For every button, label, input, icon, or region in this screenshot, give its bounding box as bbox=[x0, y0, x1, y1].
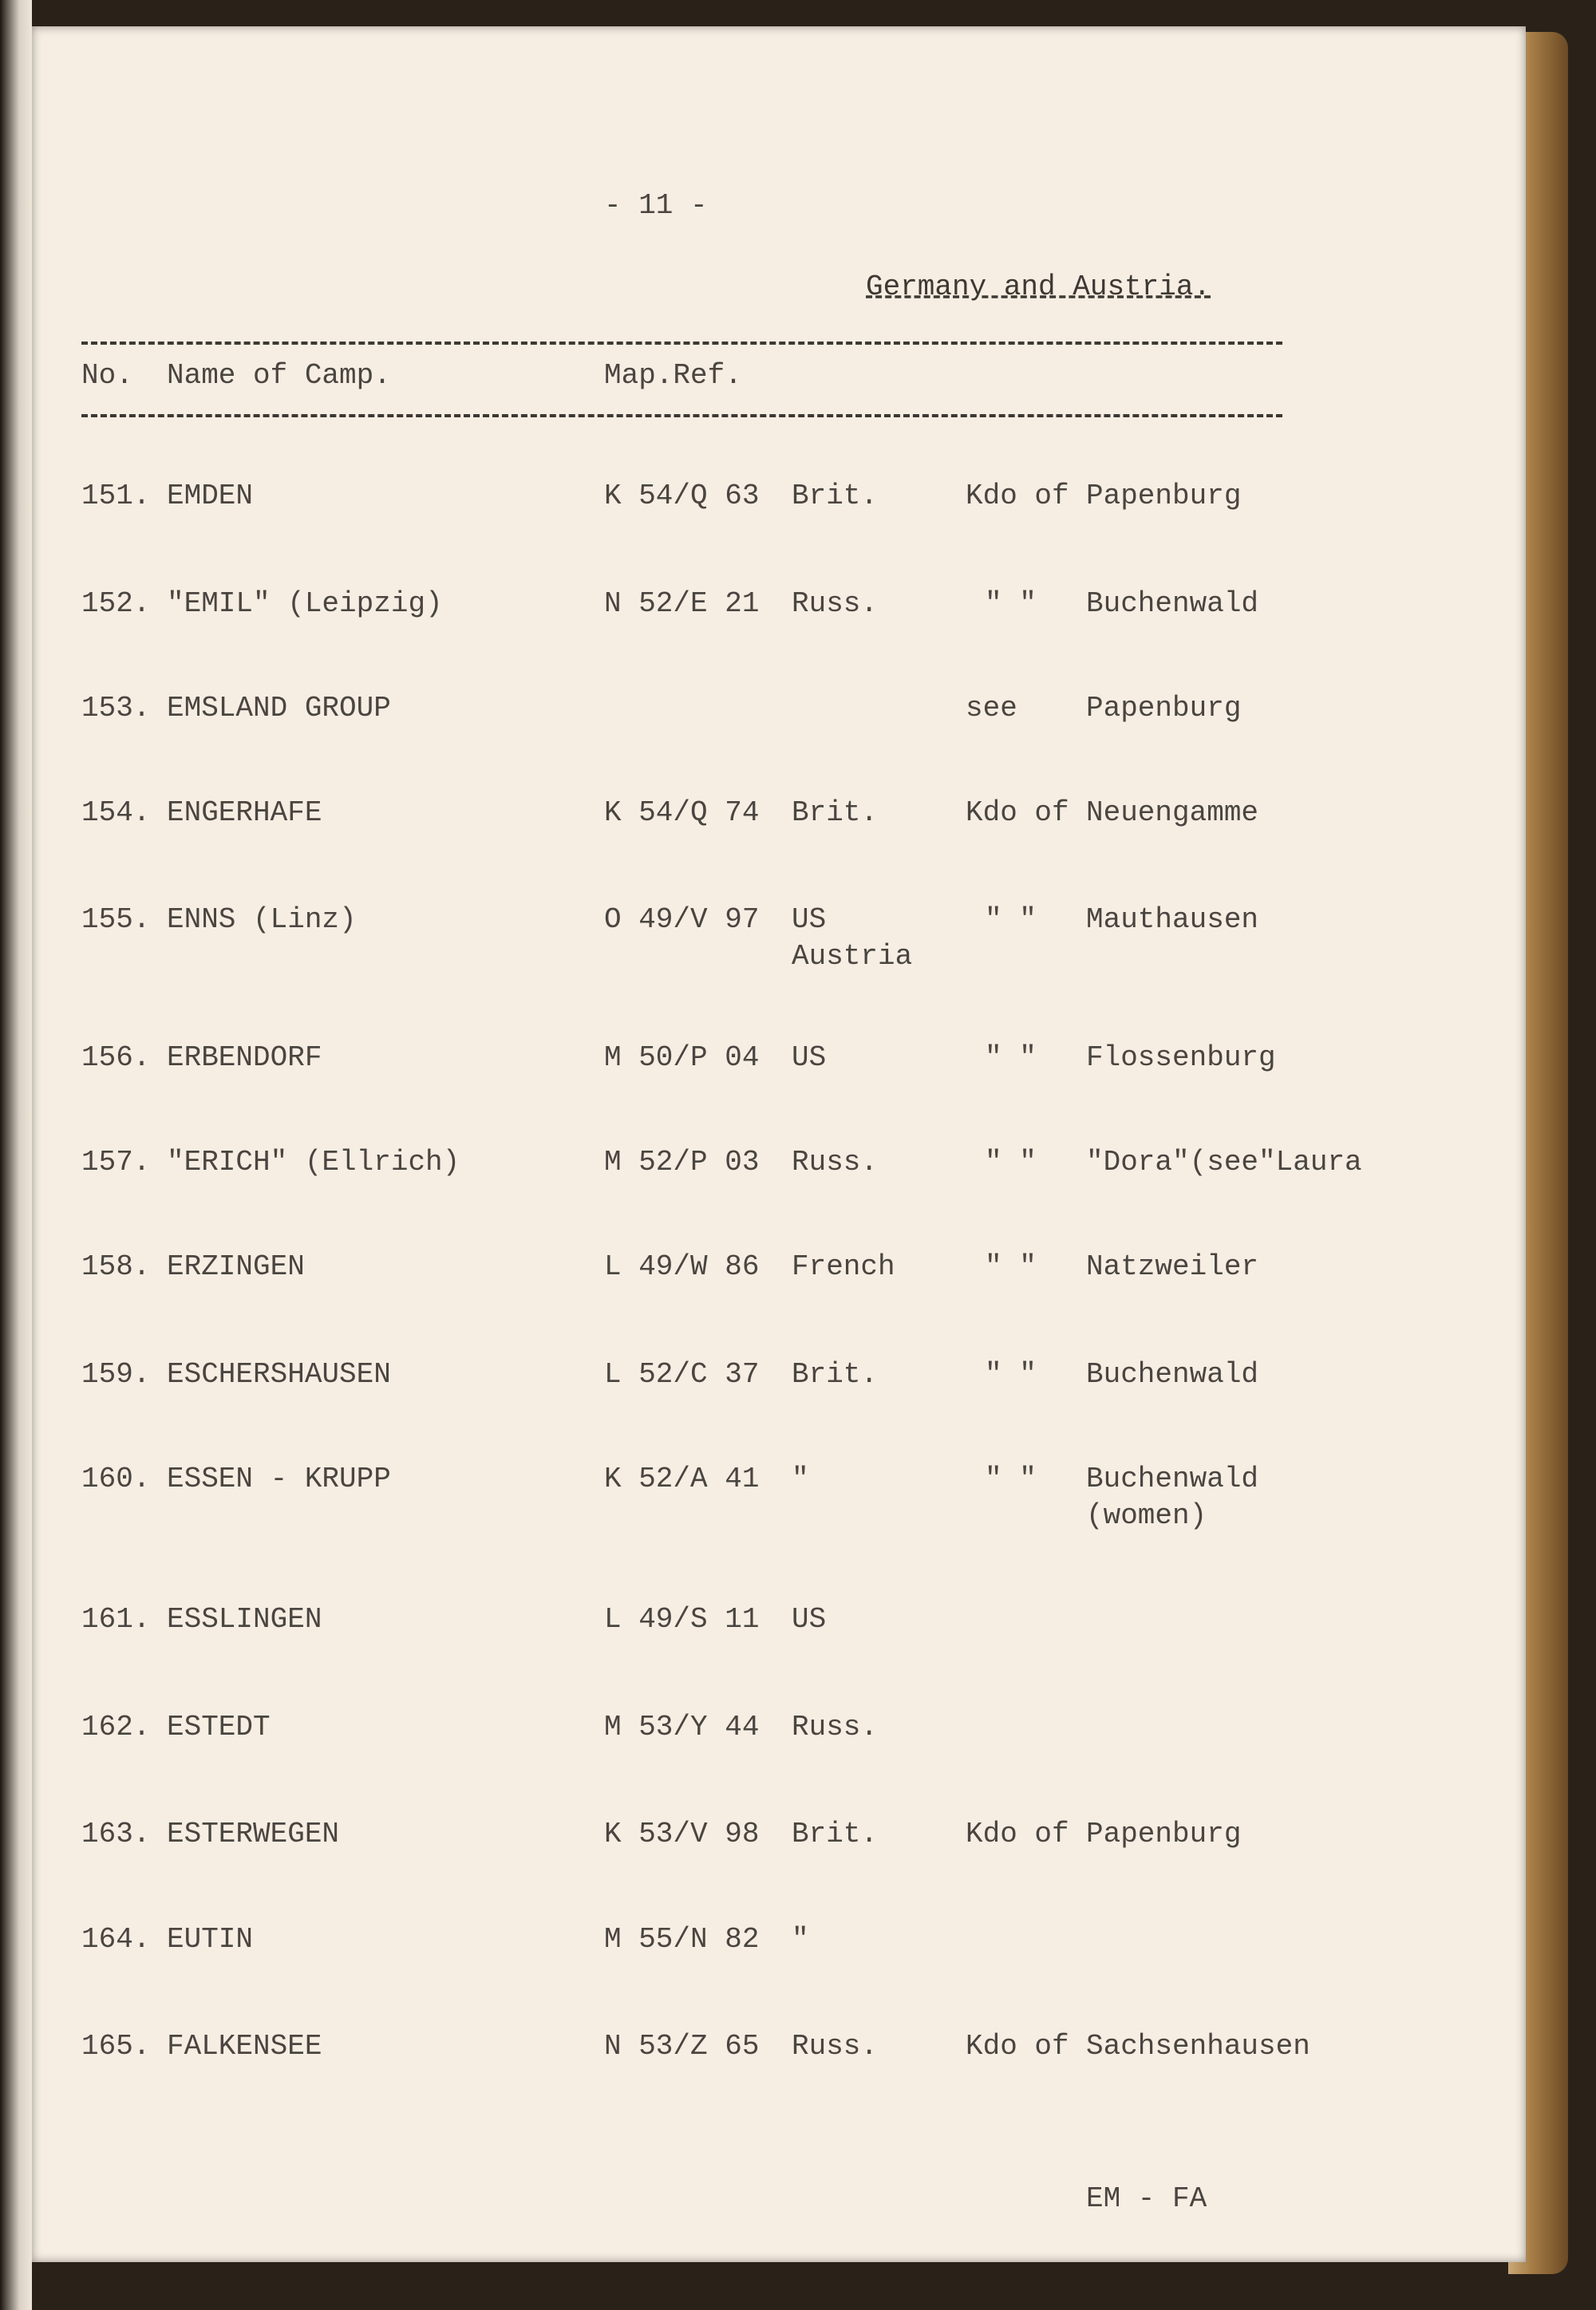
cell-no: 153. bbox=[81, 692, 151, 725]
cell-no: 164. bbox=[81, 1923, 151, 1956]
cell-no: 155. bbox=[81, 903, 151, 936]
cell-target: "Dora"(see"Laura bbox=[1086, 1146, 1362, 1179]
cell-map-ref: M 53/Y 44 bbox=[604, 1711, 760, 1743]
cell-no: 152. bbox=[81, 587, 151, 620]
cell-map-ref: M 50/P 04 bbox=[604, 1041, 760, 1074]
cell-zone: Russ. bbox=[792, 1146, 879, 1179]
divider bbox=[81, 342, 1282, 345]
cell-relation: see bbox=[966, 692, 1017, 725]
cell-name: EMSLAND GROUP bbox=[167, 692, 391, 725]
cell-target: Buchenwald bbox=[1086, 587, 1259, 620]
cell-no: 162. bbox=[81, 1711, 151, 1743]
cell-no: 156. bbox=[81, 1041, 151, 1074]
cell-zone: Russ. bbox=[792, 2030, 879, 2063]
divider bbox=[81, 414, 1282, 417]
cell-target: Buchenwald bbox=[1086, 1358, 1259, 1391]
cell-map-ref: L 52/C 37 bbox=[604, 1358, 760, 1391]
cell-no: 160. bbox=[81, 1463, 151, 1495]
cell-relation: " " bbox=[985, 1146, 1037, 1179]
page-number: - 11 - bbox=[604, 189, 708, 222]
cell-zone: Brit. bbox=[792, 1818, 879, 1850]
cell-map-ref: N 52/E 21 bbox=[604, 587, 760, 620]
cell-name: ESTEDT bbox=[167, 1711, 271, 1743]
cell-name: EUTIN bbox=[167, 1923, 254, 1956]
cell-zone: " bbox=[792, 1923, 809, 1956]
binding-left bbox=[0, 0, 32, 2310]
cell-no: 151. bbox=[81, 480, 151, 512]
cell-name: ESTERWEGEN bbox=[167, 1818, 340, 1850]
document-page bbox=[32, 26, 1526, 2262]
cell-name: ESSEN - KRUPP bbox=[167, 1463, 391, 1495]
cell-map-ref: K 54/Q 63 bbox=[604, 480, 760, 512]
cell-relation: " " bbox=[985, 1358, 1037, 1391]
cell-target: Papenburg bbox=[1086, 692, 1242, 725]
cell-zone: US Austria bbox=[792, 903, 913, 973]
cell-no: 163. bbox=[81, 1818, 151, 1850]
cell-target: Flossenburg bbox=[1086, 1041, 1276, 1074]
cell-map-ref: K 53/V 98 bbox=[604, 1818, 760, 1850]
cell-relation: " " bbox=[985, 587, 1037, 620]
cell-relation: " " bbox=[985, 903, 1037, 936]
cell-target: Neuengamme bbox=[1086, 796, 1259, 829]
cell-target: Mauthausen bbox=[1086, 903, 1259, 936]
cell-zone: Russ. bbox=[792, 587, 879, 620]
cell-no: 158. bbox=[81, 1250, 151, 1283]
cell-relation: Kdo of bbox=[966, 480, 1069, 512]
cell-name: EMDEN bbox=[167, 480, 254, 512]
cell-map-ref: L 49/W 86 bbox=[604, 1250, 760, 1283]
cell-map-ref: O 49/V 97 bbox=[604, 903, 760, 936]
cell-zone: Brit. bbox=[792, 1358, 879, 1391]
cell-target: Natzweiler bbox=[1086, 1250, 1259, 1283]
cell-map-ref: N 53/Z 65 bbox=[604, 2030, 760, 2063]
cell-name: ESSLINGEN bbox=[167, 1603, 322, 1636]
cell-relation: Kdo of bbox=[966, 1818, 1069, 1850]
header-no: No. bbox=[81, 359, 133, 392]
cell-target: Papenburg bbox=[1086, 480, 1242, 512]
cell-name: ENGERHAFE bbox=[167, 796, 322, 829]
cell-name: FALKENSEE bbox=[167, 2030, 322, 2063]
cell-map-ref: K 54/Q 74 bbox=[604, 796, 760, 829]
header-name: Name of Camp. bbox=[167, 359, 391, 392]
cell-name: ERZINGEN bbox=[167, 1250, 305, 1283]
cell-no: 159. bbox=[81, 1358, 151, 1391]
cell-name: "ERICH" (Ellrich) bbox=[167, 1146, 460, 1179]
cell-map-ref: K 52/A 41 bbox=[604, 1463, 760, 1495]
cell-zone: French bbox=[792, 1250, 895, 1283]
cell-relation: " " bbox=[985, 1041, 1037, 1074]
cell-map-ref: M 52/P 03 bbox=[604, 1146, 760, 1179]
cell-zone: Brit. bbox=[792, 480, 879, 512]
section-title: Germany and Austria. bbox=[866, 270, 1211, 303]
cell-map-ref: L 49/S 11 bbox=[604, 1603, 760, 1636]
cell-no: 157. bbox=[81, 1146, 151, 1179]
cell-name: ESCHERSHAUSEN bbox=[167, 1358, 391, 1391]
cell-no: 154. bbox=[81, 796, 151, 829]
cell-zone: Brit. bbox=[792, 796, 879, 829]
cell-target: Buchenwald (women) bbox=[1086, 1463, 1259, 1532]
cell-relation: Kdo of bbox=[966, 796, 1069, 829]
cell-relation: " " bbox=[985, 1250, 1037, 1283]
cell-map-ref: M 55/N 82 bbox=[604, 1923, 760, 1956]
cell-relation: Kdo of bbox=[966, 2030, 1069, 2063]
cell-name: ERBENDORF bbox=[167, 1041, 322, 1074]
cell-no: 165. bbox=[81, 2030, 151, 2063]
cell-name: "EMIL" (Leipzig) bbox=[167, 587, 443, 620]
cell-zone: " bbox=[792, 1463, 809, 1495]
cell-name: ENNS (Linz) bbox=[167, 903, 357, 936]
cell-relation: " " bbox=[985, 1463, 1037, 1495]
cell-zone: US bbox=[792, 1603, 827, 1636]
cell-target: Papenburg bbox=[1086, 1818, 1242, 1850]
cell-zone: US bbox=[792, 1041, 827, 1074]
cell-zone: Russ. bbox=[792, 1711, 879, 1743]
footer-range: EM - FA bbox=[1086, 2182, 1207, 2215]
header-map-ref: Map.Ref. bbox=[604, 359, 742, 392]
cell-target: Sachsenhausen bbox=[1086, 2030, 1310, 2063]
cell-no: 161. bbox=[81, 1603, 151, 1636]
